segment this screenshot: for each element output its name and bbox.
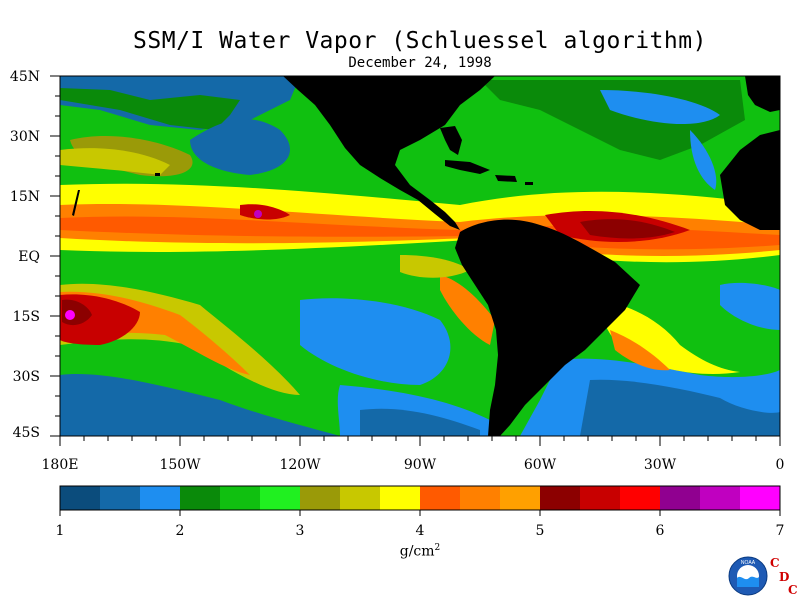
colorbar-swatch — [580, 486, 621, 510]
colorbar-swatch — [380, 486, 421, 510]
colorbar-label-3: 3 — [295, 523, 305, 539]
colorbar-swatch — [340, 486, 381, 510]
colorbar-swatch — [180, 486, 221, 510]
colorbar-label-1: 1 — [55, 523, 65, 539]
colorbar-swatch — [500, 486, 541, 510]
cdc-letter-c2: C — [788, 583, 798, 597]
colorbar-swatch — [60, 486, 101, 510]
lon-label-60w: 60W — [523, 457, 557, 473]
colorbar-swatch — [540, 486, 581, 510]
colorbar-swatch — [660, 486, 701, 510]
map-date: December 24, 1998 — [348, 55, 492, 71]
noaa-logo-text: NOAA — [741, 560, 756, 566]
colorbar-label-5: 5 — [535, 523, 545, 539]
lat-label-45s: 45S — [12, 425, 40, 441]
colorbar-swatch — [140, 486, 181, 510]
lon-label-120w: 120W — [279, 457, 321, 473]
lat-label-15s: 15S — [12, 309, 40, 325]
colorbar-swatch — [300, 486, 341, 510]
colorbar-swatch — [420, 486, 461, 510]
colorbar-swatch — [100, 486, 141, 510]
lat-label-eq: EQ — [18, 249, 40, 265]
colorbar-swatch — [620, 486, 661, 510]
lon-label-30w: 30W — [643, 457, 677, 473]
colorbar-swatch — [260, 486, 301, 510]
noaa-logo: NOAA — [728, 556, 768, 596]
colorbar — [59, 485, 781, 516]
map-title: SSM/I Water Vapor (Schluessel algorithm) — [133, 28, 707, 54]
lon-label-90w: 90W — [403, 457, 437, 473]
colorbar-swatch — [700, 486, 741, 510]
cdc-letter-c1: C — [770, 556, 780, 570]
colorbar-swatch — [740, 486, 781, 510]
axis-ticks — [50, 75, 781, 446]
lon-label-150w: 150W — [159, 457, 201, 473]
colorbar-swatch — [220, 486, 261, 510]
colorbar-label-2: 2 — [175, 523, 185, 539]
cdc-letter-d: D — [779, 570, 790, 584]
lat-label-15n: 15N — [9, 189, 40, 205]
colorbar-units: g/cm2 — [399, 543, 441, 560]
colorbar-swatch — [460, 486, 501, 510]
lat-label-30s: 30S — [12, 369, 40, 385]
lat-label-30n: 30N — [9, 129, 40, 145]
lat-label-45n: 45N — [9, 69, 40, 85]
colorbar-label-4: 4 — [415, 523, 425, 539]
lon-label-0: 0 — [775, 457, 785, 473]
colorbar-label-7: 7 — [775, 523, 785, 539]
land-masses — [72, 76, 780, 436]
lon-label-180e: 180E — [41, 457, 79, 473]
colorbar-label-6: 6 — [655, 523, 665, 539]
